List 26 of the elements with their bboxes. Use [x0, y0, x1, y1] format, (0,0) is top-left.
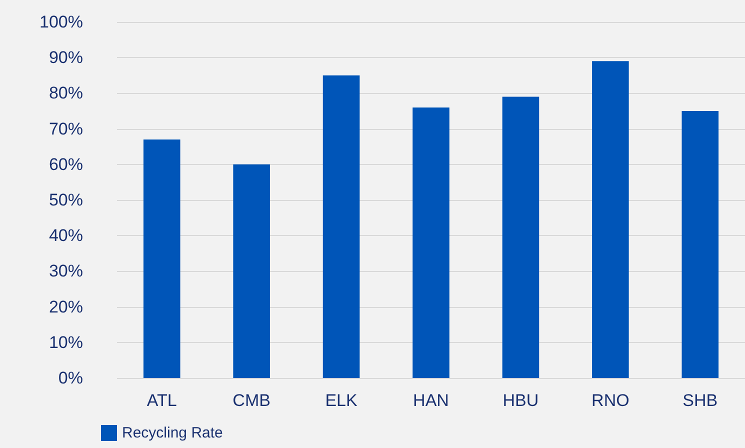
- x-tick-label: SHB: [682, 391, 718, 410]
- y-tick-label: 30%: [48, 262, 83, 281]
- x-tick-label: ATL: [146, 391, 177, 410]
- y-tick-label: 40%: [48, 226, 83, 246]
- x-tick-label: HAN: [413, 391, 449, 410]
- y-tick-label: 90%: [48, 48, 83, 68]
- bar: [143, 139, 180, 378]
- x-tick-label: CMB: [232, 391, 270, 410]
- legend-label: Recycling Rate: [122, 424, 223, 442]
- y-tick-label: 70%: [48, 119, 83, 138]
- y-tick-label: 80%: [48, 84, 83, 103]
- x-tick-label: RNO: [592, 391, 630, 410]
- bar: [233, 164, 270, 378]
- y-tick-label: 0%: [58, 368, 83, 388]
- bar: [592, 61, 629, 378]
- y-tick-label: 20%: [48, 297, 83, 316]
- y-tick-label: 100%: [40, 12, 83, 32]
- bar: [412, 107, 450, 378]
- y-tick-label: 60%: [48, 154, 83, 174]
- x-tick-label: ELK: [325, 391, 358, 410]
- y-tick-label: 50%: [48, 190, 83, 210]
- bar: [322, 75, 360, 378]
- x-tick-label: HBU: [502, 391, 539, 410]
- bar: [502, 96, 540, 378]
- bar: [682, 111, 719, 378]
- y-tick-label: 10%: [48, 332, 83, 352]
